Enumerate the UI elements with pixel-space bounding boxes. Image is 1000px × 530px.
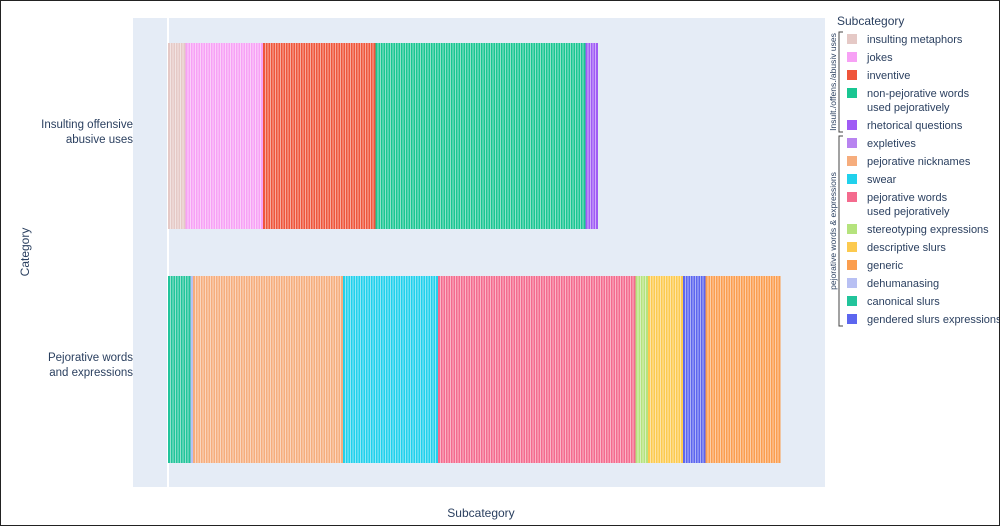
bar-segment-stereotyping-expressions-2 <box>635 276 648 463</box>
legend-swatch-generic[interactable] <box>847 260 857 270</box>
legend-group-bracket <box>838 31 843 133</box>
legend-item-pejorative-nicknames[interactable]: pejorative nicknames <box>867 156 971 168</box>
y-axis-title: Category <box>18 228 32 277</box>
legend-swatch-insulting-metaphors[interactable] <box>847 34 857 44</box>
legend-swatch-rhetorical-questions[interactable] <box>847 120 857 130</box>
legend-group-title: pejorative words & expressions <box>828 172 838 290</box>
legend-swatch-pejorative-nicknames[interactable] <box>847 156 857 166</box>
legend-swatch-stereotyping-expressions[interactable] <box>847 224 857 234</box>
legend-item-dehumanasing[interactable]: dehumanasing <box>867 278 939 290</box>
legend-swatch-pejorative-words-used-pejoratively[interactable] <box>847 192 857 202</box>
legend-swatch-canonical-slurs[interactable] <box>847 296 857 306</box>
bar-segment-rhetorical-questions-1 <box>585 43 598 229</box>
y-tick-label: Insulting offensive abusive uses <box>41 119 133 146</box>
legend-swatch-gendered-slurs-expressions[interactable] <box>847 314 857 324</box>
y-tick-label: Pejorative words and expressions <box>48 352 133 379</box>
legend-item-generic[interactable]: generic <box>867 260 904 272</box>
bar-segment-jokes-1 <box>185 43 263 229</box>
legend-swatch-expletives[interactable] <box>847 138 857 148</box>
legend-item-jokes[interactable]: jokes <box>866 52 893 64</box>
y-tick-labels: Insulting offensive abusive uses Pejorativ… <box>41 119 133 379</box>
legend-title: Subcategory <box>837 14 904 28</box>
x-axis-title: Subcategory <box>447 506 514 520</box>
legend-item-rhetorical-questions[interactable]: rhetorical questions <box>867 120 963 132</box>
legend-swatch-swear[interactable] <box>847 174 857 184</box>
legend-item-insulting-metaphors[interactable]: insulting metaphors <box>867 34 963 46</box>
legend-item-inventive[interactable]: inventive <box>867 70 910 82</box>
legend-swatch-non-pejorative-words-used-pejoratively[interactable] <box>847 88 857 98</box>
bar-segment-dehumanasing-2 <box>190 276 193 463</box>
legend-item-canonical-slurs[interactable]: canonical slurs <box>867 296 940 308</box>
legend: Subcategory insulting metaphors jokes inven… <box>828 14 1000 327</box>
legend-item-non-pejorative-words-used-pejoratively[interactable]: non-pejorative words used pejoratively <box>867 88 970 114</box>
bar-segment-pejorative-words-used-pejoratively-2 <box>438 276 636 463</box>
bar-segment-gendered-slurs-expressions-2 <box>683 276 706 463</box>
legend-swatch-jokes[interactable] <box>847 52 857 62</box>
legend-group-title: Insult./offens./abusiv uses <box>828 33 838 131</box>
legend-item-descriptive-slurs[interactable]: descriptive slurs <box>867 242 946 254</box>
bar-segment-canonical-slurs-2 <box>168 276 191 463</box>
legend-swatch-dehumanasing[interactable] <box>847 278 857 288</box>
legend-item-gendered-slurs-expressions[interactable]: gendered slurs expressions <box>867 314 1000 326</box>
bar-segment-insulting-metaphors-1 <box>168 43 186 229</box>
legend-group-bracket <box>838 135 843 327</box>
legend-item-pejorative-words-used-pejoratively[interactable]: pejorative words used pejoratively <box>867 192 950 218</box>
legend-item-swear[interactable]: swear <box>867 174 897 186</box>
legend-item-expletives[interactable]: expletives <box>867 138 916 150</box>
legend-swatch-descriptive-slurs[interactable] <box>847 242 857 252</box>
legend-swatch-inventive[interactable] <box>847 70 857 80</box>
legend-item-stereotyping-expressions[interactable]: stereotyping expressions <box>867 224 989 236</box>
bars-layer <box>168 43 781 463</box>
bar-segment-inventive-1 <box>263 43 376 229</box>
